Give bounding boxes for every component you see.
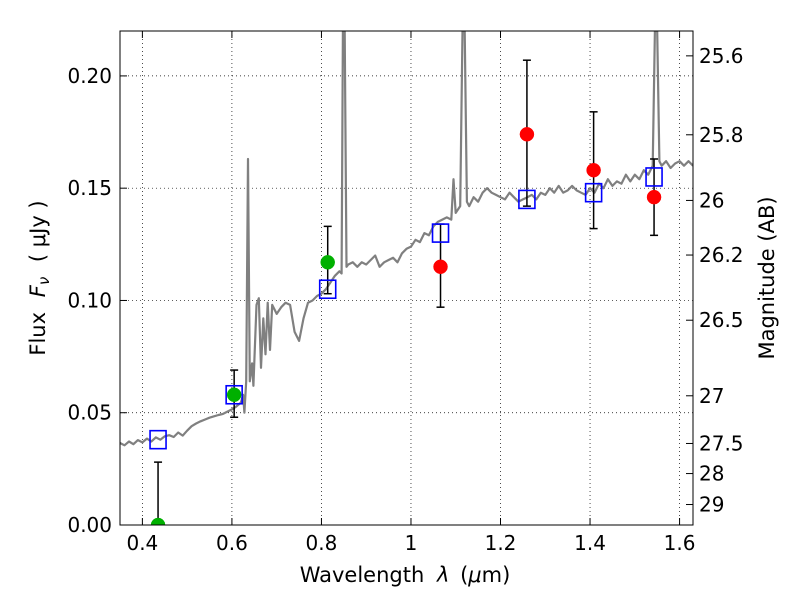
red-data-point xyxy=(586,162,601,178)
model-box xyxy=(518,189,536,210)
y-tick-label: 0.00 xyxy=(67,513,112,537)
mag-tick-label: 27.5 xyxy=(699,431,744,455)
x-tick-label: 0.8 xyxy=(306,531,338,555)
tick-labels: 0.4 0.6 0.8 1 1.2 1.4 1.6 0.00 0.05 0.10 0.15 0.20 2… xyxy=(67,44,743,555)
errorbars xyxy=(154,59,659,525)
model-box xyxy=(645,167,663,187)
mag-tick-label: 25.8 xyxy=(699,123,744,147)
y-tick-label: 0.20 xyxy=(67,64,112,88)
model-box xyxy=(225,384,243,405)
mag-tick-label: 25.6 xyxy=(699,44,744,68)
x-tick-label: 0.4 xyxy=(126,531,158,555)
x-tick-label: 0.6 xyxy=(216,531,248,555)
spectrum-line xyxy=(120,31,693,447)
green-data-point xyxy=(320,255,335,270)
red-data-point xyxy=(646,189,662,205)
mag-tick-label: 26 xyxy=(699,188,724,212)
mag-tick-label: 27 xyxy=(699,384,724,408)
grid xyxy=(120,31,693,525)
x-tick-label: 1.6 xyxy=(664,531,696,555)
green-data-point xyxy=(226,387,242,403)
x-axis-label: Wavelength λ (μm) xyxy=(300,563,511,587)
model-photometry-boxes xyxy=(149,167,663,450)
photometry-points xyxy=(150,127,662,525)
y-tick-label: 0.15 xyxy=(67,176,112,200)
y-tick-label: 0.05 xyxy=(67,401,112,425)
x-tick-label: 1 xyxy=(405,531,418,555)
x-tick-label: 1.4 xyxy=(574,531,606,555)
mag-tick-label: 29 xyxy=(699,493,724,517)
mag-tick-label: 26.5 xyxy=(699,308,744,332)
plot-frame xyxy=(119,30,694,526)
axis-ticks xyxy=(120,31,693,526)
y-axis-label: Flux Fν ( μJy ) xyxy=(26,200,54,355)
red-data-point xyxy=(519,127,535,142)
red-data-point xyxy=(433,259,448,275)
model-spectrum xyxy=(120,31,693,447)
x-tick-label: 1.2 xyxy=(485,531,517,555)
mag-tick-label: 26.2 xyxy=(699,243,744,267)
mag-tick-label: 28 xyxy=(699,462,724,486)
secondary-y-axis-label: Magnitude (AB) xyxy=(755,196,779,359)
model-box xyxy=(149,429,167,450)
green-data-point xyxy=(150,517,166,525)
model-box xyxy=(584,182,603,203)
y-tick-label: 0.10 xyxy=(67,288,112,312)
model-box xyxy=(318,279,337,300)
model-box xyxy=(431,223,450,243)
